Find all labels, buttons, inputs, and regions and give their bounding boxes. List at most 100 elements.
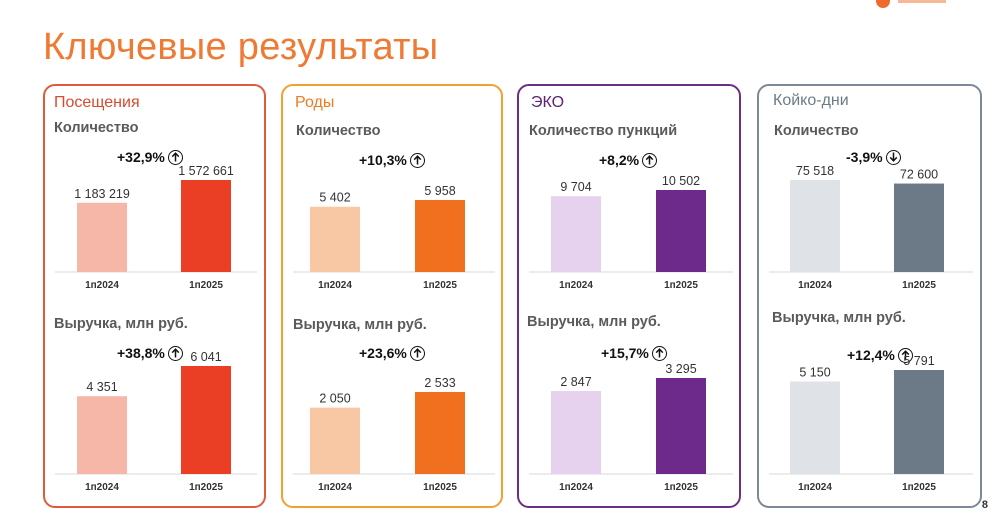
arrow-up-icon (409, 152, 425, 168)
arrow-up-icon (167, 345, 183, 361)
chart-beddays-count: 75 518 1п2024 72 600 1п2025 (759, 164, 980, 296)
bar-1п2024 (77, 202, 127, 272)
arrow-up-icon (167, 149, 183, 165)
change-badge: +23,6% (359, 345, 425, 361)
data-label: 9 704 (560, 180, 591, 194)
section-title-count: Количество (54, 120, 139, 136)
bar-1п2025 (894, 183, 944, 272)
section-title-revenue: Выручка, млн руб. (527, 314, 661, 330)
chart-births-count: 5 402 1п2024 5 958 1п2025 (283, 166, 501, 296)
bar-1п2025 (894, 370, 944, 474)
data-label: 4 351 (86, 380, 117, 394)
data-label: 6 041 (190, 350, 221, 364)
section-title-count: Количество (296, 123, 381, 139)
bar-1п2025 (415, 200, 465, 272)
bar-1п2024 (790, 381, 840, 474)
bar-1п2024 (551, 391, 601, 474)
arrow-up-icon (897, 347, 913, 363)
category-label: 1п2024 (559, 280, 593, 291)
card-title: Роды (295, 94, 335, 111)
change-value: +10,3% (359, 152, 407, 168)
section-title-revenue: Выручка, млн руб. (293, 317, 427, 333)
data-label: 2 847 (560, 375, 591, 389)
category-label: 1п2024 (318, 280, 352, 291)
card-title: ЭКО (531, 94, 565, 111)
arrow-up-icon (642, 152, 658, 168)
change-value: -3,9% (846, 149, 883, 165)
category-label: 1п2024 (798, 280, 832, 291)
data-label: 2 050 (319, 392, 350, 406)
bar-1п2025 (181, 180, 231, 272)
data-label: 3 295 (665, 362, 696, 376)
card-beddays: Койко-дни Количество -3,9% 75 518 1п2024 7… (757, 84, 982, 508)
bar-1п2025 (656, 190, 706, 272)
category-label: 1п2025 (664, 482, 698, 493)
section-title-count: Количество (774, 123, 859, 139)
data-label: 5 150 (799, 366, 830, 380)
logo-wordmark (898, 0, 946, 3)
change-badge: +10,3% (359, 152, 425, 168)
section-title-revenue: Выручка, млн руб. (772, 310, 906, 326)
data-label: 5 958 (424, 184, 455, 198)
arrow-down-icon (885, 149, 901, 165)
category-label: 1п2025 (664, 280, 698, 291)
chart-eco-count: 9 704 1п2024 10 502 1п2025 (519, 166, 739, 296)
change-value: +23,6% (359, 345, 407, 361)
change-value: +8,2% (599, 152, 640, 168)
category-label: 1п2024 (559, 482, 593, 493)
data-label: 75 518 (796, 164, 834, 178)
card-eco: ЭКО Количество пункций +8,2% 9 704 1п2024… (517, 84, 741, 508)
logo-icon (876, 0, 890, 8)
bar-1п2024 (310, 407, 360, 474)
bar-1п2024 (551, 196, 601, 272)
section-title-revenue: Выручка, млн руб. (54, 316, 188, 332)
card-visits: Посещения Количество +32,9% 1 183 219 1п2… (43, 84, 266, 508)
change-value: +12,4% (847, 347, 895, 363)
change-badge: +8,2% (599, 152, 658, 168)
change-value: +15,7% (601, 345, 649, 361)
chart-births-revenue: 2 050 1п2024 2 533 1п2025 (283, 356, 501, 498)
bar-1п2025 (181, 366, 231, 474)
change-badge: +12,4% (847, 347, 913, 363)
chart-visits-count: 1 183 219 1п2024 1 572 661 1п2025 (45, 164, 264, 296)
category-label: 1п2024 (85, 280, 119, 291)
change-value: +32,9% (117, 149, 165, 165)
category-label: 1п2025 (902, 482, 936, 493)
data-label: 10 502 (662, 174, 700, 188)
bar-1п2024 (77, 396, 127, 474)
chart-eco-revenue: 2 847 1п2024 3 295 1п2025 (519, 356, 739, 498)
chart-visits-revenue: 4 351 1п2024 6 041 1п2025 (45, 350, 264, 498)
change-badge: +38,8% (117, 345, 183, 361)
card-births: Роды Количество +10,3% 5 402 1п2024 5 958 1… (281, 84, 503, 508)
category-label: 1п2025 (423, 482, 457, 493)
data-label: 5 402 (319, 191, 350, 205)
change-badge: -3,9% (846, 149, 901, 165)
category-label: 1п2025 (423, 280, 457, 291)
section-title-count: Количество пункций (529, 123, 678, 139)
bar-1п2024 (310, 206, 360, 272)
card-title: Койко-дни (773, 92, 849, 109)
chart-beddays-revenue: 5 150 1п2024 5 791 1п2025 (759, 354, 980, 498)
data-label: 1 183 219 (74, 187, 130, 201)
change-value: +38,8% (117, 345, 165, 361)
category-label: 1п2024 (318, 482, 352, 493)
data-label: 72 600 (900, 168, 938, 182)
data-label: 5 791 (903, 354, 934, 368)
arrow-up-icon (409, 345, 425, 361)
category-label: 1п2025 (189, 482, 223, 493)
category-label: 1п2024 (798, 482, 832, 493)
bar-1п2024 (790, 180, 840, 272)
page-number: 8 (981, 499, 988, 511)
category-label: 1п2024 (85, 482, 119, 493)
data-label: 2 533 (424, 376, 455, 390)
category-label: 1п2025 (189, 280, 223, 291)
card-title: Посещения (54, 94, 140, 111)
bar-1п2025 (656, 378, 706, 474)
data-label: 1 572 661 (178, 164, 234, 178)
change-badge: +32,9% (117, 149, 183, 165)
bar-1п2025 (415, 392, 465, 474)
category-label: 1п2025 (902, 280, 936, 291)
change-badge: +15,7% (601, 345, 667, 361)
page-title: Ключевые результаты (43, 26, 439, 68)
arrow-up-icon (651, 345, 667, 361)
